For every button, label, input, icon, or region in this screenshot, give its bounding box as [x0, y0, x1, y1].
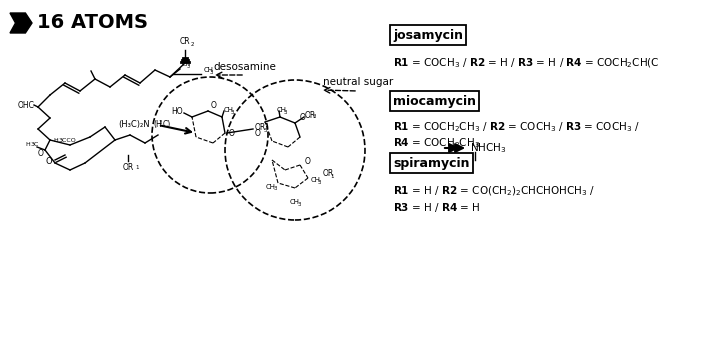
- Text: OR: OR: [255, 124, 266, 132]
- Text: H: H: [25, 142, 30, 147]
- Text: O: O: [46, 158, 52, 166]
- Text: 1: 1: [330, 174, 333, 179]
- Text: (H: (H: [153, 120, 162, 130]
- Text: CH: CH: [266, 184, 276, 190]
- Text: 3CCO: 3CCO: [59, 137, 77, 142]
- Text: O: O: [211, 102, 217, 110]
- Text: 2: 2: [191, 42, 195, 47]
- Text: CH: CH: [224, 107, 234, 113]
- Text: 3: 3: [298, 202, 302, 207]
- Text: 16 ATOMS: 16 ATOMS: [37, 13, 148, 33]
- Text: CH: CH: [182, 62, 191, 67]
- Text: OR: OR: [122, 163, 134, 172]
- Text: C): C): [163, 120, 172, 130]
- Text: $\mathbf{R1}$ = COCH$_3$ / $\mathbf{R2}$ = H / $\mathbf{R3}$ = H / $\mathbf{R4}$: $\mathbf{R1}$ = COCH$_3$ / $\mathbf{R2}$…: [393, 56, 659, 70]
- Text: 3: 3: [187, 64, 190, 69]
- Text: O: O: [229, 129, 235, 137]
- Text: O: O: [305, 158, 311, 166]
- Text: spiramycin: spiramycin: [393, 157, 470, 169]
- Text: $\mathbf{R4}$ = COCH$_2$CH$_3$: $\mathbf{R4}$ = COCH$_2$CH$_3$: [393, 136, 480, 150]
- Text: 3: 3: [318, 180, 321, 185]
- Text: 3: 3: [284, 109, 288, 115]
- Text: H: H: [53, 137, 58, 142]
- Text: 3C: 3C: [31, 142, 39, 147]
- Text: HO: HO: [172, 108, 183, 116]
- Text: 3: 3: [158, 120, 162, 125]
- Text: NHCH$_3$: NHCH$_3$: [470, 141, 506, 155]
- Text: CH: CH: [290, 199, 300, 205]
- Text: CH: CH: [311, 177, 321, 183]
- Text: miocamycin: miocamycin: [393, 94, 476, 108]
- Text: O: O: [38, 148, 44, 158]
- Text: $\mathbf{R1}$ = H / $\mathbf{R2}$ = CO(CH$_2$)$_2$CHCHOHCH$_3$ /: $\mathbf{R1}$ = H / $\mathbf{R2}$ = CO(C…: [393, 184, 595, 198]
- Text: CH: CH: [277, 107, 287, 113]
- Text: 3: 3: [210, 70, 214, 75]
- Text: O: O: [255, 129, 261, 137]
- Text: $\mathbf{R1}$ = COCH$_2$CH$_3$ / $\mathbf{R2}$ = COCH$_3$ / $\mathbf{R3}$ = COCH: $\mathbf{R1}$ = COCH$_2$CH$_3$ / $\mathb…: [393, 120, 640, 134]
- Text: O: O: [300, 114, 306, 122]
- Text: OR: OR: [323, 169, 334, 179]
- Text: OHC: OHC: [17, 100, 34, 109]
- Text: josamycin: josamycin: [393, 28, 463, 42]
- Text: neutral sugar: neutral sugar: [323, 77, 393, 87]
- Text: 3: 3: [231, 109, 235, 115]
- Polygon shape: [10, 13, 32, 33]
- Text: 1: 1: [135, 165, 138, 170]
- Text: 3: 3: [264, 127, 268, 132]
- Text: desosamine: desosamine: [214, 62, 276, 72]
- Text: OR: OR: [305, 110, 316, 120]
- Text: CR: CR: [180, 37, 191, 46]
- Text: 3: 3: [313, 115, 316, 120]
- Text: $\mathbf{R3}$ = H / $\mathbf{R4}$ = H: $\mathbf{R3}$ = H / $\mathbf{R4}$ = H: [393, 201, 481, 213]
- Text: (H₃C)₂N: (H₃C)₂N: [118, 120, 150, 130]
- Text: 3: 3: [274, 186, 278, 191]
- Text: CH: CH: [204, 67, 214, 73]
